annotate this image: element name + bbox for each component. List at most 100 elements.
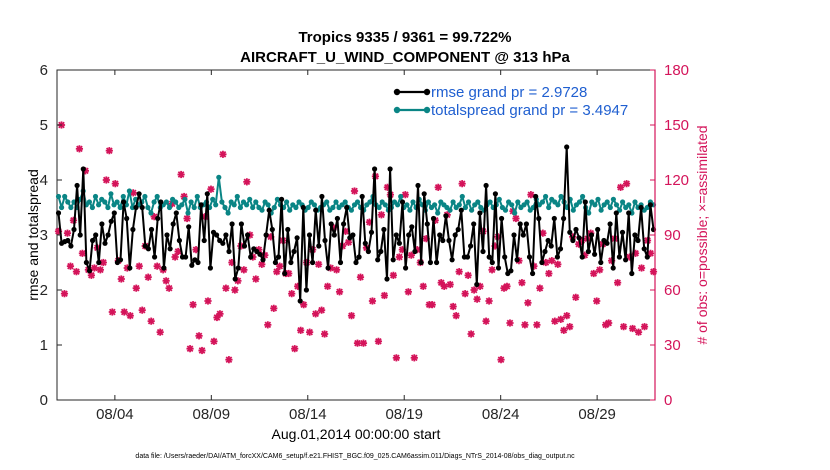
rmse-point <box>585 248 592 255</box>
obs-count-marker <box>156 328 164 336</box>
obs-count-marker <box>440 282 448 290</box>
totalspread-point <box>407 207 413 213</box>
totalspread-point <box>555 202 561 208</box>
rmse-point <box>269 226 275 233</box>
rmse-point <box>604 240 610 246</box>
obs-count-marker <box>335 288 344 296</box>
obs-count-stroke <box>378 211 385 219</box>
rmse-point <box>508 268 514 274</box>
obs-count-marker <box>497 356 505 364</box>
obs-count-marker <box>90 264 98 272</box>
rmse-point <box>644 254 650 260</box>
rmse-point <box>266 207 272 213</box>
obs-count-stroke <box>324 282 331 290</box>
obs-count-stroke <box>566 323 574 331</box>
rmse-point <box>322 237 328 244</box>
obs-count-stroke <box>485 297 493 305</box>
obs-count-stroke <box>231 286 239 294</box>
totalspread-point <box>154 193 160 200</box>
totalspread-point <box>219 199 225 205</box>
rmse-point <box>226 248 232 255</box>
rmse-point <box>449 257 455 263</box>
rmse-point <box>272 259 278 266</box>
obs-count-stroke <box>276 262 284 270</box>
obs-count-stroke <box>455 268 463 276</box>
obs-count-marker <box>198 346 206 355</box>
obs-count-stroke <box>210 337 218 345</box>
obs-count-marker <box>231 286 239 294</box>
obs-count-marker <box>392 354 400 362</box>
obs-count-stroke <box>177 171 185 178</box>
totalspread-point <box>247 196 253 202</box>
obs-count-stroke <box>635 328 642 336</box>
rmse-point <box>554 254 561 260</box>
obs-count-marker <box>332 266 341 274</box>
obs-count-stroke <box>243 178 251 186</box>
obs-count-marker <box>189 301 197 309</box>
rmse-point <box>533 193 539 200</box>
obs-count-stroke <box>476 282 484 290</box>
obs-count-marker <box>69 216 78 224</box>
obs-count-stroke <box>369 297 376 305</box>
totalspread-point <box>271 204 277 211</box>
rmse-point <box>520 232 526 238</box>
rmse-point <box>362 240 368 246</box>
totalspread-point <box>274 196 280 202</box>
obs-count-stroke <box>144 273 152 281</box>
rmse-point <box>502 254 508 260</box>
totalspread-point <box>512 210 518 216</box>
obs-count-stroke <box>102 176 110 184</box>
obs-count-stroke <box>381 292 388 299</box>
obs-count-stroke <box>321 330 328 338</box>
totalspread-point <box>524 199 530 205</box>
rmse-point <box>632 232 638 238</box>
obs-count-marker <box>78 249 87 257</box>
obs-count-marker <box>545 269 553 278</box>
rmse-point <box>495 265 502 271</box>
rmse-point <box>99 221 105 227</box>
rmse-point <box>198 202 204 208</box>
rmse-point <box>399 199 406 205</box>
obs-count-marker <box>219 150 227 158</box>
obs-count-marker <box>554 260 562 268</box>
totalspread-point <box>456 202 462 208</box>
obs-count-marker <box>419 282 427 290</box>
totalspread-point <box>404 202 410 208</box>
totalspread-point <box>592 202 598 208</box>
rmse-point <box>158 199 164 205</box>
obs-count-stroke <box>351 187 358 195</box>
totalspread-point <box>595 196 601 202</box>
totalspread-point <box>287 207 293 213</box>
rmse-point <box>173 210 179 216</box>
obs-count-marker <box>87 271 95 279</box>
rmse-point <box>356 254 362 260</box>
obs-count-stroke <box>138 306 146 314</box>
rmse-point <box>170 221 176 227</box>
rmse-point <box>598 259 604 266</box>
obs-count-marker <box>518 279 526 287</box>
totalspread-point <box>487 199 493 205</box>
rmse-point <box>576 235 582 241</box>
obs-count-marker <box>464 271 472 279</box>
obs-count-marker <box>461 290 469 298</box>
rmse-point <box>629 270 635 277</box>
totalspread-point <box>410 199 416 205</box>
x-tick-label: 08/09 <box>193 406 231 423</box>
rmse-point <box>573 226 579 233</box>
rmse-point <box>359 193 365 200</box>
obs-count-stroke <box>120 308 128 316</box>
obs-count-stroke <box>336 288 343 296</box>
obs-count-stroke <box>198 347 206 354</box>
x-tick-label: 08/24 <box>482 406 520 423</box>
rmse-point <box>241 243 248 249</box>
obs-count-marker <box>126 312 134 320</box>
obs-count-marker <box>617 183 625 191</box>
totalspread-point <box>244 202 250 208</box>
obs-count-marker <box>634 328 643 336</box>
rmse-point <box>235 265 241 271</box>
obs-count-marker <box>512 214 520 223</box>
rmse-point <box>223 232 229 238</box>
obs-count-marker <box>72 268 81 276</box>
totalspread-point <box>117 204 123 211</box>
right-tick-label: 150 <box>664 117 689 134</box>
